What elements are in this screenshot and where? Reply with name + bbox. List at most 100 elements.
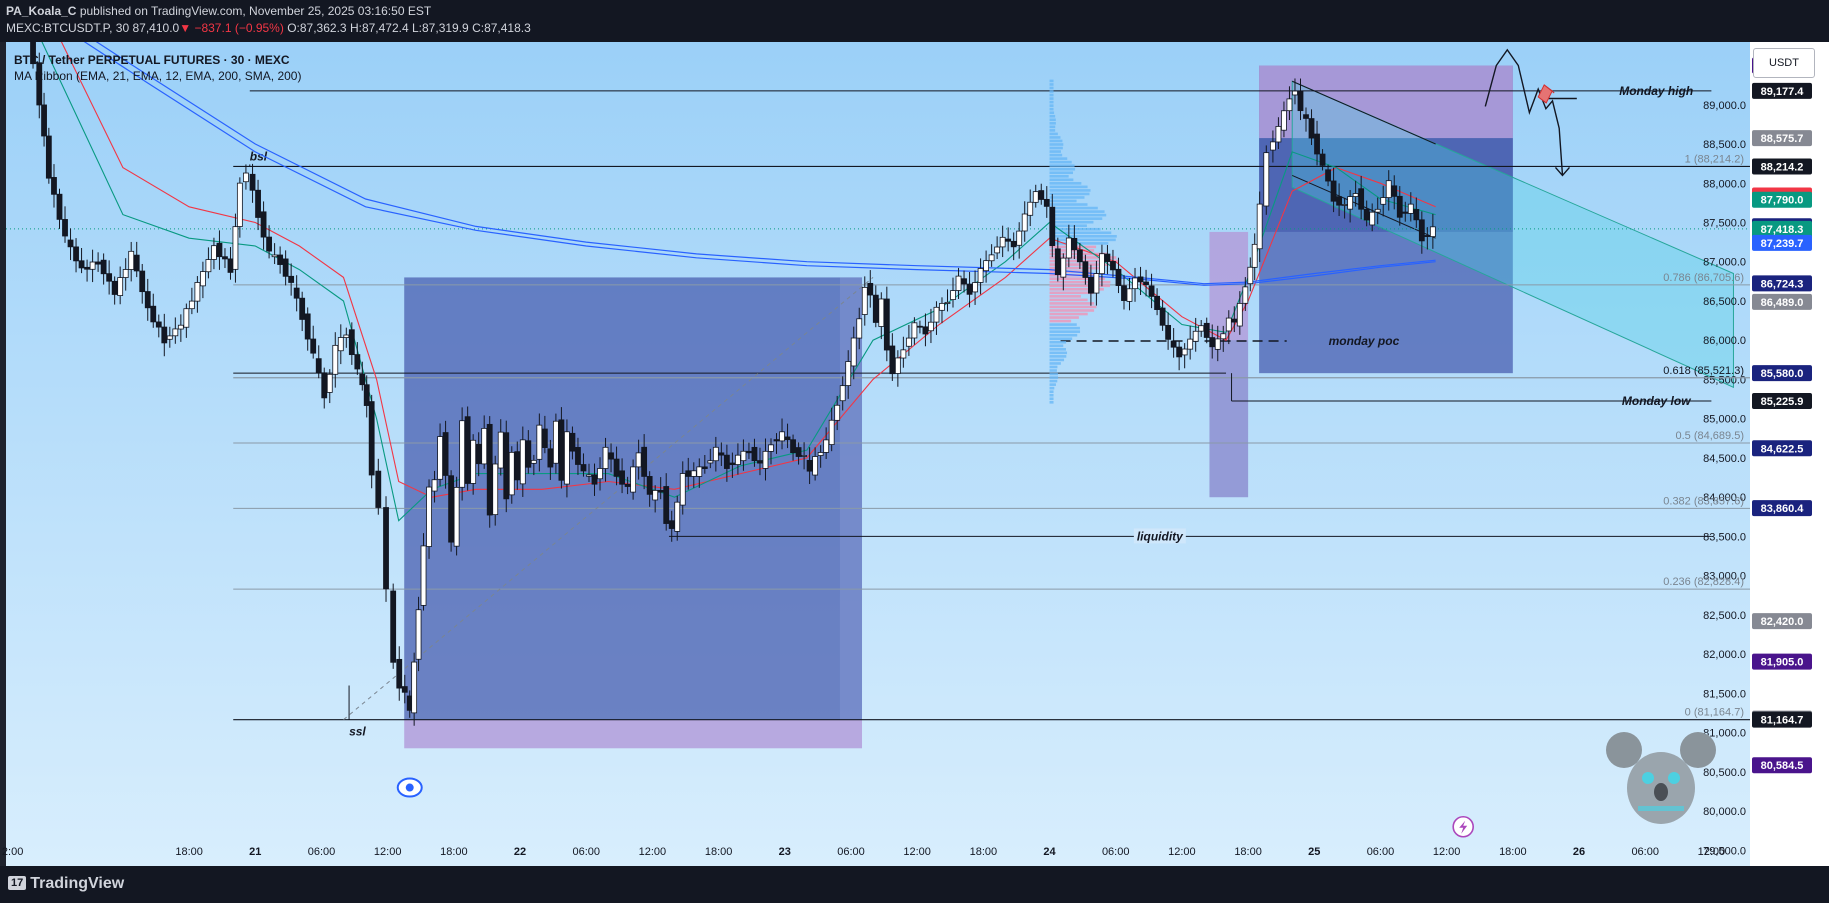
- candle-down: [1010, 240, 1017, 248]
- volume-profile-bar: [1049, 129, 1056, 132]
- candle-down: [668, 520, 675, 529]
- author-name[interactable]: PA_Koala_C: [6, 4, 77, 18]
- price-axis-tag[interactable]: [1752, 440, 1812, 457]
- candle-up: [177, 324, 184, 330]
- currency-selector[interactable]: USDT: [1753, 48, 1815, 78]
- zone-box[interactable]: [1209, 340, 1249, 498]
- candle-up: [332, 344, 339, 375]
- candle-up: [911, 322, 918, 339]
- candle-down: [1418, 219, 1425, 242]
- legend-title[interactable]: BTC / Tether PERPETUAL FUTURES · 30 · ME…: [14, 53, 290, 67]
- candle-down: [624, 483, 631, 487]
- volume-profile-bar: [1049, 355, 1067, 358]
- volume-profile-bar: [1049, 316, 1079, 319]
- candle-up: [1065, 237, 1072, 259]
- volume-profile-bar: [1049, 93, 1054, 97]
- close-label: C:87,418.3: [472, 21, 531, 35]
- tradingview-logo[interactable]: 17 TradingView: [8, 875, 124, 893]
- volume-profile-bar: [1049, 178, 1074, 182]
- ma-line-sma-200[interactable]: [13, 42, 1436, 285]
- candle-down: [67, 239, 74, 248]
- price-axis-tag[interactable]: [1752, 711, 1812, 728]
- y-tick-label: 82,000.0: [1703, 649, 1746, 661]
- hammer-icon: [1537, 84, 1555, 104]
- volume-profile-bar: [1049, 90, 1054, 93]
- candle-down: [161, 326, 168, 344]
- projection-path[interactable]: [1484, 48, 1564, 176]
- volume-profile-bar: [1049, 79, 1054, 83]
- price-axis-tag[interactable]: [1752, 392, 1812, 409]
- candle-up: [1016, 230, 1023, 246]
- candle-down: [541, 428, 548, 448]
- price-axis-tag[interactable]: [1752, 653, 1812, 670]
- volume-profile-bar: [1049, 107, 1054, 111]
- price-axis-tag[interactable]: [1752, 293, 1812, 310]
- candle-down: [486, 423, 493, 516]
- price-axis-tag-label: 82,420.0: [1761, 616, 1804, 628]
- price-axis-tag[interactable]: [1752, 82, 1812, 99]
- y-tick-label: 88,500.0: [1703, 139, 1746, 151]
- volume-profile-bar: [1049, 118, 1056, 122]
- candle-up: [928, 321, 934, 332]
- koala-avatar-icon: [1606, 732, 1716, 824]
- volume-profile-bar: [1049, 277, 1105, 280]
- candle-down: [1314, 133, 1320, 155]
- candle-up: [1270, 141, 1276, 151]
- price-axis-tag[interactable]: [1752, 191, 1812, 208]
- price-chart[interactable]: 79,500.0 80,000.0 80,500.0 81,000.0 81,500.0…: [0, 42, 1829, 866]
- footer: 17 TradingView: [0, 866, 1829, 903]
- candle-up: [117, 277, 124, 296]
- price-axis-tag[interactable]: [1752, 158, 1812, 175]
- price-axis-tag[interactable]: [1752, 500, 1812, 517]
- volume-profile-bar: [1049, 298, 1088, 302]
- price-axis-tag[interactable]: [1752, 275, 1812, 292]
- ma-line-ema-12[interactable]: [35, 42, 1436, 522]
- channel-upper-line[interactable]: [1292, 80, 1436, 145]
- ma-line-ema-200[interactable]: [13, 42, 1436, 286]
- candle-down: [1176, 346, 1183, 358]
- price-axis-tag[interactable]: [1752, 130, 1812, 147]
- candle-down: [701, 466, 708, 469]
- volume-profile-bar: [1049, 153, 1063, 157]
- candle-down: [1054, 248, 1061, 276]
- candle-up: [194, 282, 201, 302]
- legend-indicator[interactable]: MA Ribbon (EMA, 21, EMA, 12, EMA, 200, S…: [14, 69, 302, 83]
- volume-profile-bar: [1049, 390, 1054, 393]
- fib-trend-line[interactable]: [343, 277, 874, 721]
- candle-up: [972, 282, 978, 293]
- candle-down: [73, 246, 79, 262]
- volume-profile-bar: [1049, 312, 1088, 316]
- price-axis-tag[interactable]: [1752, 234, 1812, 251]
- symbol-label: MEXC:BTCUSDT.P, 30: [6, 21, 130, 35]
- candle-up: [1192, 330, 1199, 342]
- candle-up: [635, 452, 642, 468]
- y-tick-label: 83,000.0: [1703, 571, 1746, 583]
- x-tick-label: 12:00: [903, 846, 931, 858]
- candle-up: [812, 456, 819, 476]
- volume-profile-bar: [1049, 302, 1095, 305]
- price-axis-tag[interactable]: [1752, 365, 1812, 382]
- candle-down: [685, 470, 692, 477]
- candle-up: [481, 427, 488, 465]
- candle-up: [508, 451, 515, 496]
- candle-up: [431, 479, 438, 492]
- candle-down: [133, 254, 140, 272]
- candle-up: [690, 470, 697, 477]
- y-tick-label: 86,500.0: [1703, 296, 1746, 308]
- candle-up: [1286, 98, 1293, 112]
- candle-down: [310, 338, 317, 354]
- x-tick-label: 18:00: [1499, 846, 1527, 858]
- candle-down: [922, 326, 929, 335]
- y-tick-label: 80,000.0: [1703, 806, 1746, 818]
- open-label: O:87,362.3: [287, 21, 347, 35]
- candle-up: [1242, 286, 1249, 304]
- candle-down: [729, 462, 736, 466]
- volume-profile-bar: [1049, 383, 1056, 386]
- candle-up: [1198, 325, 1205, 332]
- candle-up: [779, 431, 785, 442]
- price-axis-tag-label: 84,622.5: [1761, 443, 1804, 455]
- price-axis-tag[interactable]: [1752, 613, 1812, 630]
- zone-box[interactable]: [404, 719, 863, 749]
- price-axis-tag[interactable]: [1752, 757, 1812, 774]
- volume-profile-bar: [1049, 400, 1054, 404]
